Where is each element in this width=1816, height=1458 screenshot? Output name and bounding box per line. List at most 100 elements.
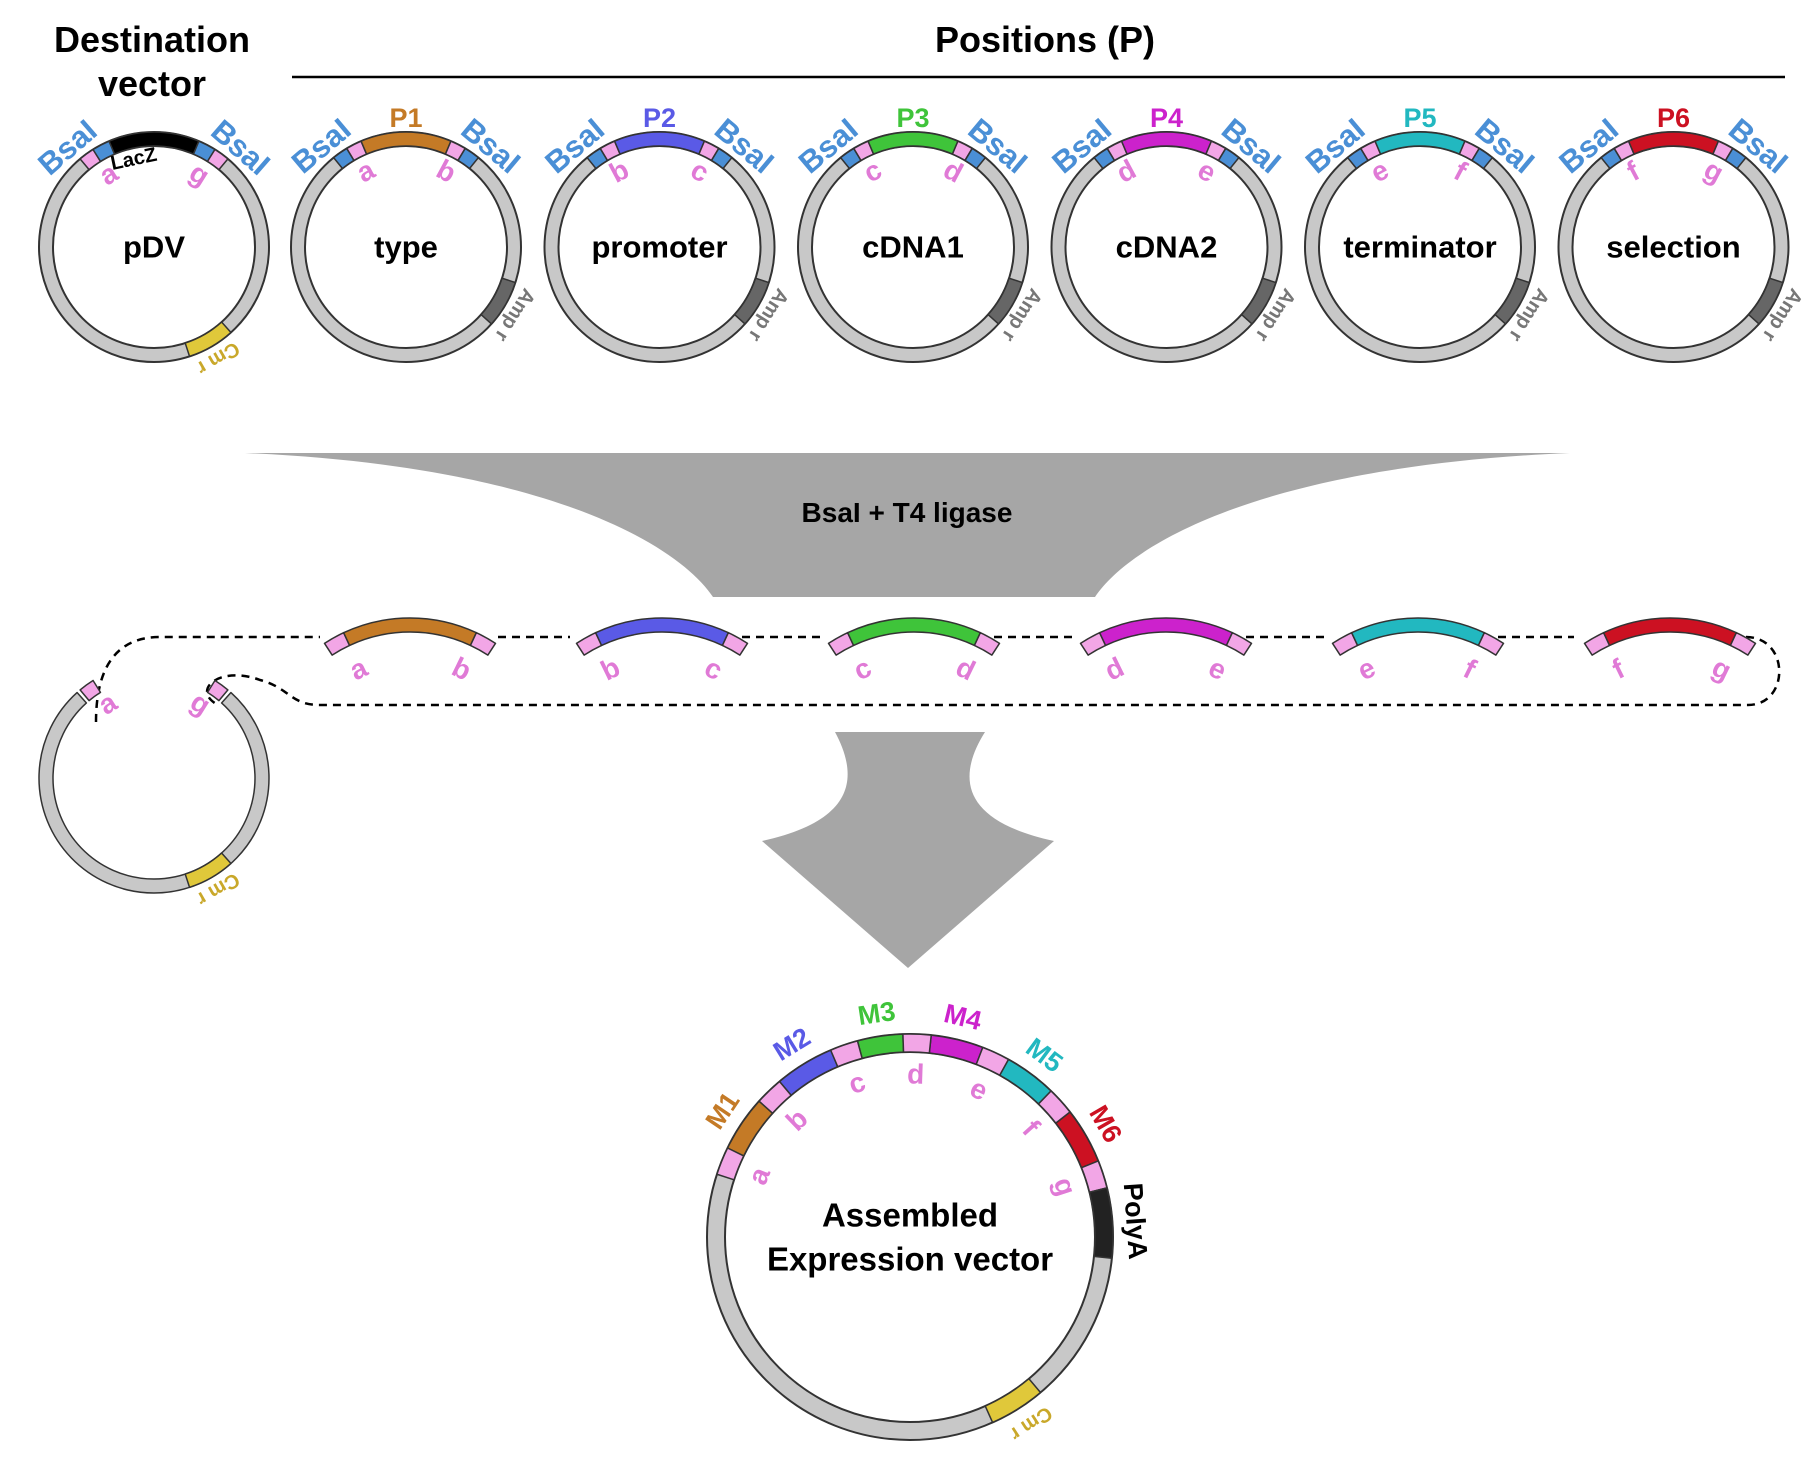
- p6-name: selection: [1606, 230, 1740, 265]
- p5-amp-marker-band: [1494, 277, 1531, 325]
- p4-overhang-right-label: e: [1193, 154, 1221, 189]
- digest-ligate-step-label: BsaI + T4 ligase: [802, 497, 1013, 528]
- p2-position-label: P2: [643, 103, 676, 133]
- assembly-arrow: [762, 732, 1054, 968]
- opened-backbone-arc: [38, 691, 270, 894]
- pdv-overhang-g-label: g: [184, 156, 215, 191]
- p3-overhang-right-label: d: [939, 153, 969, 188]
- pdv-overhang-g-band: [206, 148, 229, 171]
- fragment-p6-overhang-right: [1729, 631, 1757, 656]
- fragment-p2-right-label: c: [700, 652, 728, 687]
- p1-overhang-right-label: b: [432, 153, 462, 188]
- p6-part-band: [1627, 131, 1720, 155]
- assembled-polya-label: PolyA: [1118, 1182, 1153, 1260]
- assembled-overhang-f-label: f: [1016, 1114, 1046, 1142]
- assembled-overhang-b-band: [758, 1080, 792, 1114]
- p1-part-band: [360, 131, 452, 155]
- assembled-overhang-g-label: g: [1048, 1174, 1083, 1200]
- opened-backbone-overhang-a: [79, 679, 102, 702]
- p3-position-label: P3: [896, 103, 929, 133]
- pdv-name: pDV: [123, 230, 185, 265]
- destination-header-line1: Destination: [54, 19, 250, 60]
- p6-overhang-left-label: f: [1622, 155, 1645, 187]
- fragment-p1-right-label: b: [447, 651, 476, 686]
- p5-position-label: P5: [1403, 103, 1436, 133]
- destination-header-line2: vector: [98, 63, 206, 104]
- p2-overhang-right-label: c: [686, 154, 714, 189]
- p4-part-band: [1120, 131, 1213, 155]
- p5-part-band: [1374, 131, 1466, 155]
- p2-part-band: [613, 131, 706, 155]
- fragment-p1-part: [342, 617, 478, 647]
- fragment-p2-left-label: b: [596, 651, 625, 686]
- assembled-overhang-a-band: [716, 1147, 745, 1181]
- p4-position-label: P4: [1150, 103, 1183, 133]
- p5-name: terminator: [1343, 230, 1496, 265]
- assembled-overhang-b-label: b: [780, 1103, 814, 1137]
- assembled-polya-band: [1088, 1187, 1114, 1259]
- assembled-overhang-d-label: d: [907, 1058, 925, 1090]
- p4-overhang-left-label: d: [1111, 153, 1141, 188]
- fragment-p5-overhang-right: [1477, 631, 1505, 656]
- assembled-title-line2: Expression vector: [767, 1241, 1053, 1278]
- ligation-order-dashed-path: [94, 635, 1781, 723]
- p1-overhang-left-label: a: [351, 154, 380, 189]
- p3-amp-marker-band: [987, 277, 1024, 325]
- assembled-module-m3-band: [856, 1033, 905, 1060]
- p6-bsai-site-right: [1724, 147, 1747, 170]
- fragment-p2-overhang-right: [721, 631, 749, 656]
- p5-overhang-right-label: f: [1449, 155, 1472, 187]
- fragment-p5-right-label: f: [1459, 653, 1482, 685]
- fragment-p6-part: [1602, 617, 1738, 647]
- p5-bsai-site-right: [1471, 147, 1494, 170]
- fragment-p3-right-label: d: [951, 651, 980, 686]
- p1-name: type: [374, 230, 438, 265]
- p6-overhang-right-label: g: [1699, 153, 1729, 188]
- assembled-module-m3-label: M3: [856, 996, 898, 1031]
- p3-name: cDNA1: [862, 230, 964, 265]
- funnel-arrow: [245, 453, 1570, 597]
- fragment-p5-part: [1350, 617, 1486, 647]
- opened-backbone-overhang-g: [206, 679, 229, 702]
- p1-bsai-site-right: [457, 147, 480, 170]
- assembly-arrow-shape: [762, 732, 1054, 968]
- opened-backbone-cm-band: [184, 852, 232, 889]
- assembled-overhang-e-label: e: [965, 1072, 992, 1107]
- assembled-overhang-f-band: [1037, 1090, 1071, 1124]
- opened-backbone: a gCm r: [38, 679, 270, 910]
- p6-amp-marker-band: [1747, 277, 1784, 325]
- p3-bsai-site-right: [964, 147, 987, 170]
- digest-ligation-funnel: BsaI + T4 ligase: [245, 453, 1570, 597]
- fragment-p4-left-label: d: [1100, 651, 1129, 686]
- fragment-p6-right-label: g: [1707, 651, 1736, 686]
- fragment-p4-overhang-right: [1225, 631, 1253, 656]
- fragment-p3-overhang-right: [973, 631, 1001, 656]
- assembled-overhang-g-band: [1080, 1160, 1108, 1193]
- assembled-backbone-inner-edge: [724, 1051, 1096, 1423]
- p2-overhang-left-label: b: [604, 153, 634, 188]
- p6-position-label: P6: [1657, 103, 1690, 133]
- p2-amp-marker-band: [733, 277, 770, 325]
- fragment-p3-part: [846, 617, 982, 647]
- fragment-p4-part: [1098, 617, 1234, 647]
- fragment-p6-left-label: f: [1607, 653, 1630, 685]
- assembled-overhang-c-label: c: [844, 1066, 869, 1100]
- p3-part-band: [867, 131, 959, 155]
- assembled-overhang-e-band: [975, 1046, 1010, 1076]
- fragment-p5-left-label: e: [1353, 652, 1381, 687]
- assembled-module-m4-band: [928, 1034, 984, 1066]
- p5-overhang-left-label: e: [1365, 154, 1393, 189]
- assembled-module-m6-label: M6: [1083, 1100, 1128, 1147]
- p1-position-label: P1: [389, 103, 422, 133]
